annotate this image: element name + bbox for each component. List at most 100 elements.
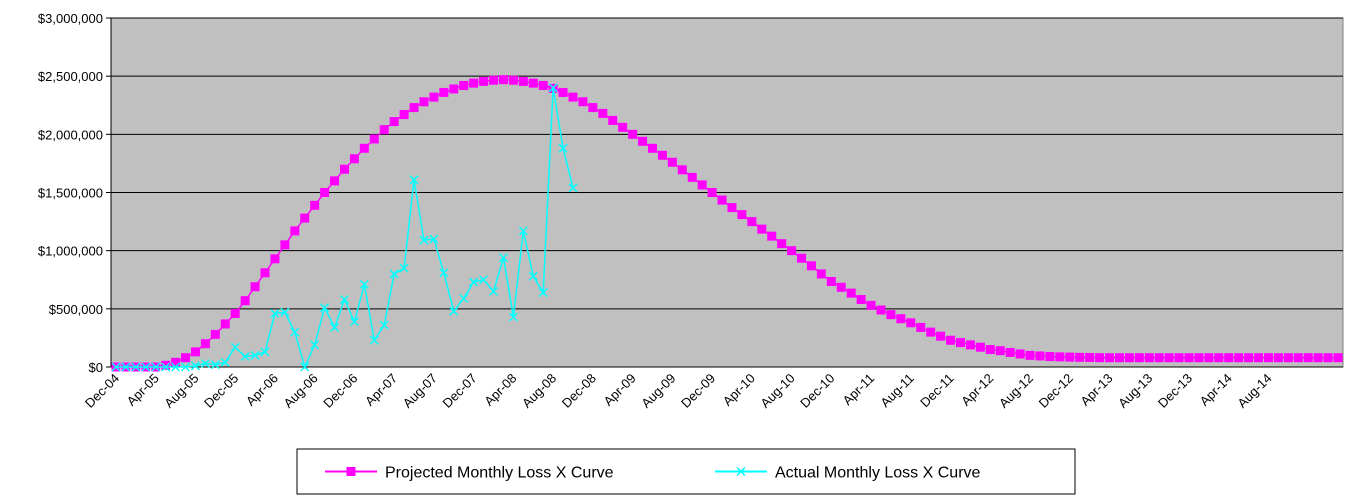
- marker: [379, 320, 389, 330]
- marker: [856, 295, 866, 305]
- x-tick-label: Aug-13: [1115, 371, 1155, 411]
- marker: [449, 84, 459, 94]
- marker: [1025, 350, 1035, 360]
- x-tick-label: Aug-11: [877, 371, 917, 411]
- marker: [1184, 353, 1194, 363]
- marker: [826, 276, 836, 286]
- marker: [498, 75, 508, 85]
- y-tick-label: $1,500,000: [38, 186, 103, 201]
- marker: [230, 342, 240, 352]
- marker: [320, 303, 330, 313]
- marker: [926, 327, 936, 337]
- marker: [628, 129, 638, 139]
- marker: [1214, 353, 1224, 363]
- marker: [1035, 351, 1045, 361]
- marker: [518, 226, 528, 236]
- marker: [1194, 353, 1204, 363]
- marker: [836, 282, 846, 292]
- marker: [806, 261, 816, 271]
- marker: [270, 308, 280, 319]
- marker: [310, 340, 320, 350]
- marker: [250, 282, 260, 292]
- x-tick-label: Dec-13: [1155, 371, 1195, 411]
- marker: [1095, 353, 1105, 363]
- x-tick-label: Dec-07: [440, 371, 480, 411]
- marker: [1174, 353, 1184, 363]
- marker: [399, 263, 409, 273]
- marker: [876, 305, 886, 315]
- y-tick-label: $1,000,000: [38, 244, 103, 259]
- marker: [1065, 352, 1075, 362]
- marker: [787, 246, 797, 256]
- marker: [518, 76, 528, 86]
- marker: [677, 165, 687, 175]
- marker: [349, 154, 359, 164]
- x-tick-label: Apr-08: [481, 371, 519, 409]
- marker: [1114, 353, 1124, 363]
- marker: [330, 322, 340, 332]
- marker: [1323, 353, 1333, 363]
- marker: [230, 308, 240, 318]
- marker: [1283, 353, 1293, 363]
- marker: [389, 269, 399, 279]
- marker: [1234, 353, 1244, 363]
- marker: [389, 117, 399, 127]
- marker: [180, 362, 191, 372]
- x-tick-label: Aug-09: [638, 371, 678, 411]
- marker: [240, 296, 250, 306]
- marker: [220, 319, 230, 329]
- marker: [866, 300, 876, 310]
- marker: [667, 157, 677, 167]
- x-tick-label: Dec-05: [201, 371, 241, 411]
- marker: [1154, 353, 1164, 363]
- marker: [588, 103, 598, 113]
- marker: [240, 351, 250, 362]
- marker: [647, 143, 657, 153]
- marker: [1254, 353, 1264, 363]
- marker: [161, 360, 171, 370]
- marker: [995, 346, 1005, 356]
- marker: [300, 362, 310, 372]
- marker: [469, 277, 479, 287]
- marker: [736, 466, 746, 477]
- marker: [1045, 352, 1055, 362]
- marker: [1244, 353, 1254, 363]
- marker: [419, 97, 429, 107]
- marker: [767, 231, 777, 241]
- marker: [896, 314, 906, 324]
- marker: [1005, 347, 1015, 357]
- marker: [1134, 353, 1144, 363]
- marker: [220, 357, 230, 367]
- series-line: [115, 78, 1339, 368]
- marker: [1333, 353, 1343, 363]
- x-tick-label: Aug-05: [161, 371, 201, 411]
- marker: [310, 200, 320, 210]
- marker: [171, 362, 181, 372]
- marker: [409, 103, 419, 113]
- marker: [578, 97, 588, 107]
- marker: [419, 235, 429, 245]
- marker: [479, 275, 489, 285]
- marker: [727, 203, 737, 213]
- marker: [439, 268, 449, 278]
- marker: [1273, 353, 1283, 363]
- marker: [349, 317, 359, 327]
- marker: [429, 92, 439, 102]
- marker: [906, 318, 916, 328]
- x-tick-label: Aug-07: [400, 371, 440, 411]
- marker: [300, 213, 310, 223]
- marker: [1144, 353, 1154, 363]
- marker: [1015, 349, 1025, 359]
- marker: [1224, 353, 1234, 363]
- marker: [151, 362, 161, 372]
- marker: [369, 335, 379, 345]
- marker: [488, 286, 499, 296]
- marker: [508, 312, 518, 322]
- marker: [538, 80, 548, 90]
- marker: [638, 136, 648, 146]
- marker: [1293, 353, 1303, 363]
- marker: [171, 357, 181, 367]
- marker: [280, 307, 290, 317]
- y-tick-label: $2,000,000: [38, 127, 103, 142]
- marker: [1263, 353, 1273, 363]
